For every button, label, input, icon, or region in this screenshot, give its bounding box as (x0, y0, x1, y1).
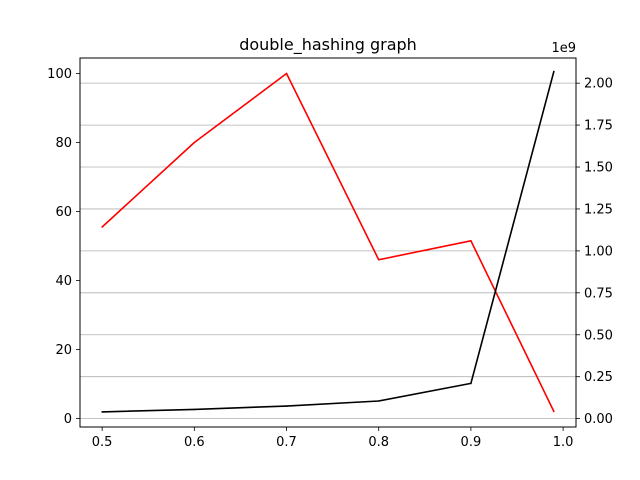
series-line-right-axis (102, 71, 555, 413)
x-tick-label-4: 0.9 (461, 435, 482, 450)
data-point-right-5 (553, 70, 555, 73)
data-point-right-4 (470, 382, 472, 385)
x-tick-label-2: 0.7 (276, 435, 297, 450)
y-axis-right: 0.00 0.25 0.50 0.75 1.00 1.25 1.50 1.75 2.00 (576, 77, 613, 427)
data-point-right-2 (285, 405, 288, 407)
data-point-left-4 (470, 239, 472, 242)
left-tick-label-2: 40 (55, 274, 72, 289)
left-tick-label-0: 0 (64, 412, 72, 427)
right-axis-offset-label: 1e9 (551, 41, 576, 56)
right-tick-label-0: 0.00 (584, 412, 613, 427)
right-tick-label-6: 1.50 (584, 161, 613, 176)
left-tick-label-3: 60 (55, 205, 72, 220)
data-point-left-3 (377, 258, 380, 261)
right-tick-label-5: 1.25 (584, 202, 613, 217)
right-tick-label-3: 0.75 (584, 286, 613, 301)
data-point-right-3 (377, 400, 380, 402)
plot-frame (79, 57, 577, 428)
data-point-left-5 (553, 410, 555, 413)
y-axis-left: 0 20 40 60 80 100 (47, 67, 80, 427)
right-tick-label-2: 0.50 (584, 328, 613, 343)
data-point-right-1 (193, 408, 196, 411)
right-tick-label-4: 1.00 (584, 244, 613, 259)
series-lines (101, 70, 555, 413)
right-tick-label-1: 0.25 (584, 370, 613, 385)
x-tick-label-3: 0.8 (368, 435, 389, 450)
left-tick-label-4: 80 (55, 136, 72, 151)
data-point-left-2 (285, 72, 288, 75)
data-point-left-0 (101, 226, 103, 228)
x-tick-label-5: 1.0 (553, 435, 574, 450)
left-tick-label-1: 20 (55, 343, 72, 358)
right-tick-label-8: 2.00 (584, 77, 613, 92)
data-point-left-1 (193, 141, 196, 144)
x-tick-label-1: 0.6 (184, 435, 205, 450)
chart-title: double_hashing graph (239, 35, 417, 55)
x-tick-label-0: 0.5 (92, 435, 113, 450)
x-axis: 0.5 0.6 0.7 0.8 0.9 1.0 (92, 427, 574, 450)
right-tick-label-7: 1.75 (584, 119, 613, 134)
series-line-left-axis (101, 72, 555, 412)
left-tick-label-5: 100 (47, 67, 72, 82)
gridlines (80, 82, 576, 420)
data-point-right-0 (101, 411, 103, 413)
